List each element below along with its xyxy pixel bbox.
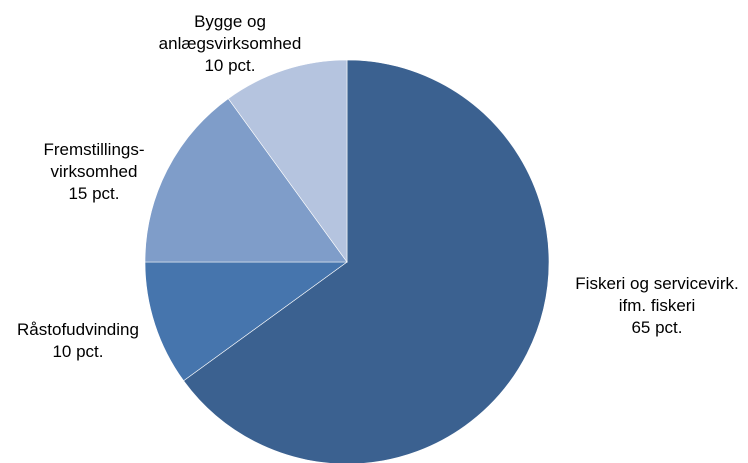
slice-label-0: Fiskeri og servicevirk. ifm. fiskeri 65 pc… <box>575 274 738 337</box>
slice-label-2-line-2: 15 pct. <box>68 184 119 203</box>
slice-label-3-line-1: anlægsvirksomhed <box>159 34 302 53</box>
pie-slice-3 <box>227 59 348 263</box>
pie-slice-1 <box>144 261 348 382</box>
slice-label-0-line-2: 65 pct. <box>631 318 682 337</box>
slice-label-3-line-0: Bygge og <box>194 12 266 31</box>
slice-label-0-line-0: Fiskeri og servicevirk. <box>575 274 738 293</box>
pie-slice-0 <box>183 59 550 463</box>
slice-label-3: Bygge og anlægsvirksomhed 10 pct. <box>159 12 302 75</box>
slice-label-1-line-1: 10 pct. <box>52 342 103 361</box>
slice-labels: Fiskeri og servicevirk. ifm. fiskeri 65 pc… <box>17 12 739 361</box>
slice-label-3-line-2: 10 pct. <box>204 56 255 75</box>
slice-label-2-line-1: virksomhed <box>51 162 138 181</box>
slice-label-2-line-0: Fremstillings- <box>43 140 144 159</box>
slice-label-0-line-1: ifm. fiskeri <box>619 296 696 315</box>
pie-slices <box>144 59 550 463</box>
pie-slice-2 <box>144 98 348 263</box>
slice-label-1: Råstofudvinding 10 pct. <box>17 320 139 361</box>
slice-label-2: Fremstillings-virksomhed 15 pct. <box>43 140 144 203</box>
slice-label-1-line-0: Råstofudvinding <box>17 320 139 339</box>
